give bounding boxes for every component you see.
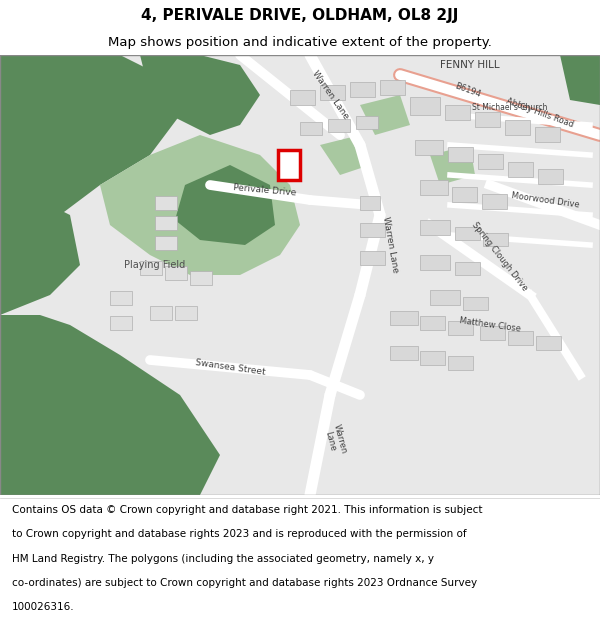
Text: 100026316.: 100026316. [12,602,74,612]
Bar [155,236,177,250]
Text: Perivale Drive: Perivale Drive [233,182,297,198]
Bar [420,351,445,365]
Bar [463,297,488,310]
Bar [505,120,530,135]
Bar [538,169,563,184]
Bar [390,346,418,360]
Polygon shape [0,185,80,315]
Bar [320,85,345,100]
Bar [350,82,375,97]
Text: FENNY HILL: FENNY HILL [440,60,500,70]
Bar [110,316,132,330]
Bar [110,291,132,305]
Bar [410,97,440,115]
Bar [448,147,473,162]
Bar [175,306,197,320]
Text: Playing Field: Playing Field [124,260,185,270]
Bar [190,271,212,285]
Bar [420,255,450,270]
Bar [328,119,350,132]
Bar [360,196,380,210]
Text: Contains OS data © Crown copyright and database right 2021. This information is : Contains OS data © Crown copyright and d… [12,506,482,516]
Text: Warren Lane: Warren Lane [310,69,350,121]
Text: 4, PERIVALE DRIVE, OLDHAM, OL8 2JJ: 4, PERIVALE DRIVE, OLDHAM, OL8 2JJ [142,8,458,23]
Polygon shape [0,55,180,235]
Text: Swansea Street: Swansea Street [194,357,266,376]
Text: HM Land Registry. The polygons (including the associated geometry, namely x, y: HM Land Registry. The polygons (includin… [12,554,434,564]
Bar [155,196,177,210]
Bar [390,311,418,325]
Bar [536,336,561,350]
Bar [445,105,470,120]
Bar [452,187,477,202]
Polygon shape [140,55,260,135]
Text: Warren
Lane: Warren Lane [322,423,348,457]
Polygon shape [0,315,220,495]
Bar [278,150,300,180]
Bar [535,127,560,142]
Polygon shape [100,135,300,275]
Bar [448,321,473,335]
Text: Map shows position and indicative extent of the property.: Map shows position and indicative extent… [108,36,492,49]
Polygon shape [320,135,370,175]
Bar [420,316,445,330]
Text: Matthew Close: Matthew Close [458,316,521,334]
Bar [150,306,172,320]
Text: co-ordinates) are subject to Crown copyright and database rights 2023 Ordnance S: co-ordinates) are subject to Crown copyr… [12,578,477,587]
Bar [360,251,385,265]
Bar [483,233,508,246]
Bar [475,112,500,127]
Bar [290,90,315,105]
Polygon shape [430,145,475,185]
Bar [420,180,448,195]
Bar [165,266,187,280]
Bar [455,227,480,240]
Bar [356,116,378,129]
Bar [482,194,507,209]
Text: Moorwood Drive: Moorwood Drive [511,191,580,209]
Text: St Michael's Church: St Michael's Church [472,102,548,111]
Bar [480,326,505,340]
Bar [360,223,385,237]
Bar [300,122,322,135]
Bar [155,216,177,230]
Bar [508,162,533,177]
Bar [448,356,473,370]
Text: Abbey Hills Road: Abbey Hills Road [505,97,575,129]
Bar [420,220,450,235]
Bar [508,331,533,345]
Bar [455,262,480,275]
Bar [380,80,405,95]
Polygon shape [360,95,410,135]
Bar [415,140,443,155]
Bar [140,261,162,275]
Bar [430,290,460,305]
Text: Warren Lane: Warren Lane [380,216,400,274]
Text: to Crown copyright and database rights 2023 and is reproduced with the permissio: to Crown copyright and database rights 2… [12,529,467,539]
Polygon shape [560,55,600,105]
Polygon shape [175,165,275,245]
Bar [478,154,503,169]
Text: B6194: B6194 [454,81,482,99]
Text: Spring Clough Drive: Spring Clough Drive [470,221,530,293]
